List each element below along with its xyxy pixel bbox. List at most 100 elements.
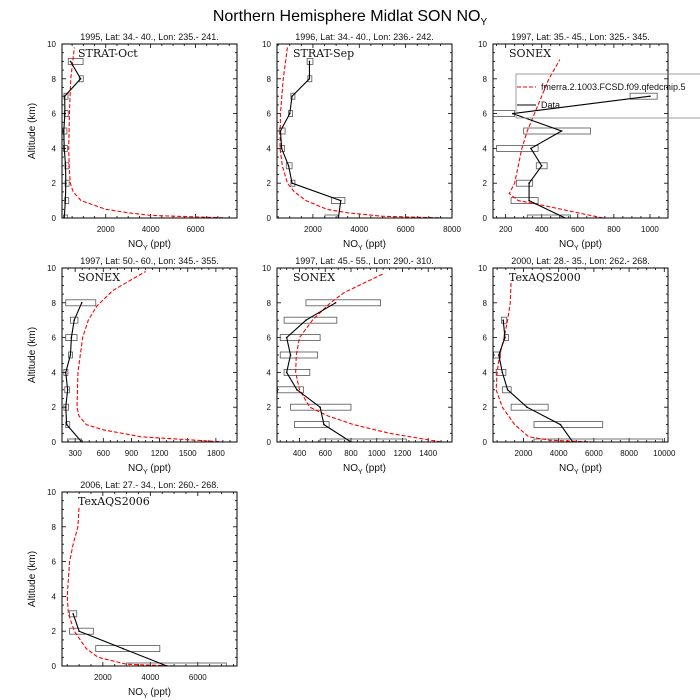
data-point xyxy=(305,319,307,322)
x-tick-label: 600 xyxy=(97,449,111,458)
data-point xyxy=(279,130,282,132)
data-range-box xyxy=(516,179,534,187)
plot-area xyxy=(62,47,230,218)
data-range-box xyxy=(495,368,507,376)
x-label-main: NO xyxy=(128,239,143,250)
plot-area xyxy=(277,272,442,442)
y-tick-label: 8 xyxy=(483,299,488,308)
data-line xyxy=(498,320,574,442)
x-label-unit: (ppt) xyxy=(148,687,171,698)
x-label-unit: (ppt) xyxy=(363,239,386,250)
campaign-label: TexAQS2000 xyxy=(509,271,581,284)
data-point xyxy=(339,199,342,202)
x-tick-label: 2000 xyxy=(97,225,115,234)
data-point xyxy=(64,371,67,374)
x-tick-label: 10000 xyxy=(653,449,676,458)
x-axis-label: NOY (ppt) xyxy=(343,463,386,476)
y-tick-label: 6 xyxy=(483,110,488,119)
data-point xyxy=(288,112,291,115)
x-tick-label: 6000 xyxy=(397,225,415,234)
plot-area xyxy=(278,47,446,218)
panel-subtitle: 2006, Lat: 27.- 34., Lon: 260.- 268. xyxy=(80,480,219,490)
x-tick-label: 400 xyxy=(535,225,549,234)
x-tick-label: 1000 xyxy=(368,449,386,458)
data-point xyxy=(64,112,66,115)
data-point xyxy=(64,199,67,202)
data-point xyxy=(69,354,72,356)
data-range-box xyxy=(67,58,84,65)
y-tick-label: 8 xyxy=(52,299,57,308)
data-point xyxy=(287,165,290,167)
data-range-box xyxy=(510,197,539,205)
data-range-box xyxy=(69,627,94,635)
y-tick-label: 2 xyxy=(267,179,272,188)
x-tick-label: 4000 xyxy=(550,449,568,458)
y-tick-label: 2 xyxy=(52,403,57,412)
x-tick-label: 300 xyxy=(68,449,82,458)
data-point xyxy=(296,389,298,391)
x-axis-label: NOY (ppt) xyxy=(559,239,602,252)
x-tick-label: 900 xyxy=(125,449,139,458)
x-label-unit: (ppt) xyxy=(148,463,171,474)
data-point xyxy=(501,371,504,374)
campaign-label: STRAT-Oct xyxy=(78,47,138,60)
data-point xyxy=(560,130,563,132)
y-tick-label: 10 xyxy=(478,40,487,49)
panel-subtitle: 1996, Lat: 34.- 40., Lon: 236.- 242. xyxy=(295,32,434,42)
y-tick-label: 4 xyxy=(483,368,488,377)
x-label-unit: (ppt) xyxy=(363,463,386,474)
data-range-box xyxy=(279,334,321,342)
data-range-box xyxy=(306,58,314,65)
data-range-box xyxy=(293,421,330,429)
x-tick-label: 4000 xyxy=(142,225,160,234)
data-range-box xyxy=(65,421,71,429)
data-range-box xyxy=(277,386,304,394)
y-tick-label: 4 xyxy=(267,144,272,153)
data-range-box xyxy=(533,438,663,442)
x-tick-label: 1200 xyxy=(151,449,169,458)
plot-area xyxy=(493,59,658,218)
data-point xyxy=(285,336,288,339)
data-line xyxy=(63,61,82,218)
data-point xyxy=(64,165,67,167)
x-tick-label: 1200 xyxy=(394,449,412,458)
data-range-box xyxy=(526,214,571,218)
plot-frame xyxy=(61,491,238,667)
x-tick-label: 4000 xyxy=(350,225,368,234)
y-tick-label: 8 xyxy=(52,523,57,532)
data-point xyxy=(308,78,311,80)
data-range-box xyxy=(69,610,78,618)
data-range-box xyxy=(290,92,296,100)
legend-model-label: fmerra.2.1003.FCSD.f09.qfedcmip.5 xyxy=(541,82,686,92)
x-label-sub: Y xyxy=(574,245,579,252)
plot-frame xyxy=(492,43,669,219)
x-label-sub: Y xyxy=(574,469,579,476)
x-tick-label: 1800 xyxy=(207,449,225,458)
model-line xyxy=(295,272,442,442)
data-range-box xyxy=(62,144,68,152)
data-point xyxy=(69,60,72,63)
y-tick-label: 4 xyxy=(52,144,57,153)
plot-frame xyxy=(61,267,238,443)
model-line xyxy=(279,47,446,218)
x-tick-label: 6000 xyxy=(187,225,205,234)
x-tick-label: 4000 xyxy=(141,673,159,682)
data-range-box xyxy=(535,162,548,170)
y-tick-label: 8 xyxy=(483,75,488,84)
data-point xyxy=(540,165,543,167)
campaign-label: SONEX xyxy=(293,271,335,284)
y-tick-label: 0 xyxy=(267,438,272,447)
panel-3: 1997, Lat: 35.- 45., Lon: 325.- 345. 0 2 4 6… xyxy=(478,32,700,252)
y-tick-label: 0 xyxy=(483,438,488,447)
y-tick-label: 10 xyxy=(47,488,56,497)
panel-4: 1997, Lat: 50.- 60., Lon: 345.- 355. 0 2 4 6… xyxy=(27,256,238,476)
x-axis-label: NOY (ppt) xyxy=(559,463,602,476)
x-tick-label: 1000 xyxy=(641,225,659,234)
x-label-main: NO xyxy=(343,239,358,250)
x-label-sub: Y xyxy=(358,245,363,252)
panel-subtitle: 1997, Lat: 50.- 60., Lon: 345.- 355. xyxy=(80,256,219,266)
data-point xyxy=(504,336,506,339)
data-point xyxy=(63,147,66,150)
x-tick-label: 2000 xyxy=(304,225,322,234)
data-range-box xyxy=(78,75,84,83)
